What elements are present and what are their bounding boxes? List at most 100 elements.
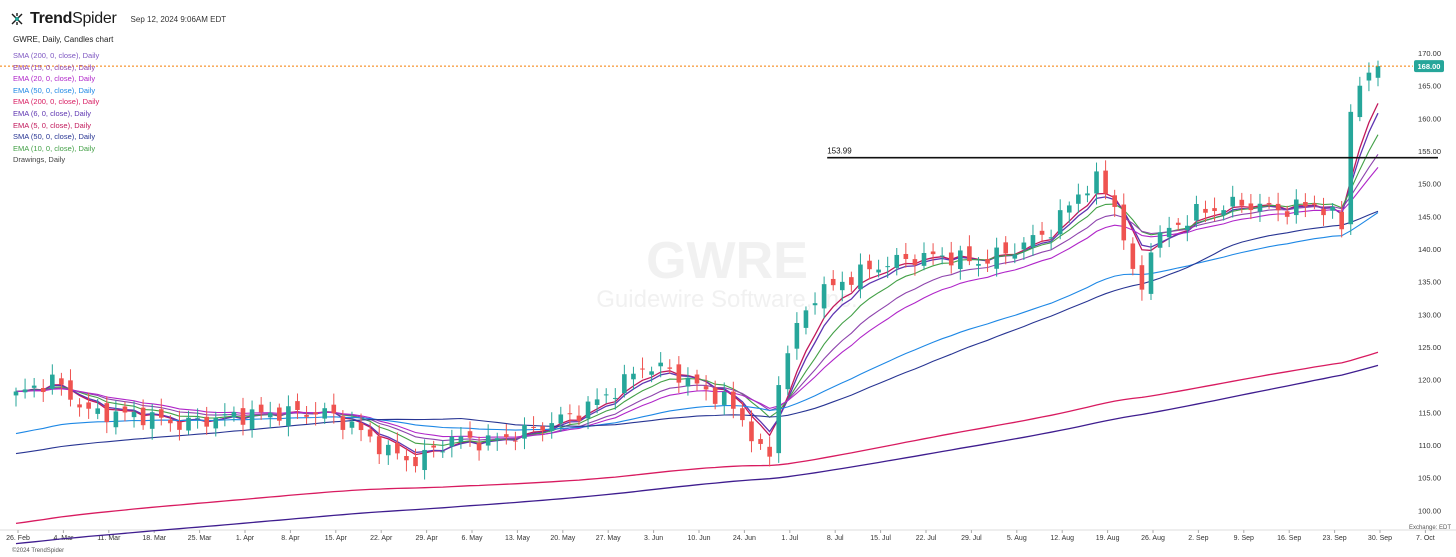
- candle-body: [1375, 66, 1381, 78]
- exchange-label: Exchange: EDT: [1408, 525, 1451, 531]
- candle-body: [1266, 203, 1272, 205]
- candle-body: [885, 266, 890, 268]
- candle-body: [985, 259, 990, 264]
- candle-body: [1348, 111, 1354, 225]
- candle-body: [1121, 204, 1127, 241]
- candle-body: [849, 277, 854, 285]
- candle-body: [740, 408, 745, 421]
- candle-body: [422, 449, 427, 471]
- candle-body: [676, 364, 682, 383]
- candle-body: [349, 421, 355, 428]
- header: TrendSpider Sep 12, 2024 9:06AM EDT: [10, 10, 226, 28]
- candle-body: [1248, 203, 1254, 211]
- candle-body: [476, 442, 482, 451]
- candle-body: [295, 401, 300, 410]
- candle-body: [967, 246, 972, 262]
- chart-title: GWRE, Daily, Candles chart: [13, 35, 114, 44]
- watermark-company: Guidewire Software, Inc.: [596, 286, 857, 313]
- y-tick-label: 105.00: [1418, 474, 1441, 483]
- x-tick-label: 8. Apr: [281, 535, 300, 542]
- candle-body: [1112, 195, 1117, 207]
- x-tick-label: 8. Jul: [827, 535, 844, 542]
- x-tick-label: 15. Apr: [325, 535, 348, 542]
- candle-body: [304, 414, 309, 417]
- legend-item[interactable]: EMA (10, 0, close), Daily: [13, 143, 96, 153]
- candle-body: [1157, 232, 1163, 248]
- brand-name: TrendSpider: [30, 10, 117, 27]
- legend-item[interactable]: EMA (15, 0, close), Daily: [13, 62, 96, 72]
- ma-line: [15, 364, 1379, 545]
- x-tick-label: 1. Jul: [781, 535, 798, 542]
- candle-body: [322, 408, 328, 419]
- candle-body: [948, 252, 954, 266]
- candle-body: [812, 303, 818, 306]
- candle-body: [376, 436, 382, 455]
- y-tick-label: 170.00: [1418, 49, 1441, 58]
- candle-body: [994, 247, 999, 269]
- candle-body: [821, 284, 827, 309]
- candle-body: [1066, 205, 1072, 213]
- candle-body: [603, 394, 609, 396]
- candle-body: [776, 385, 782, 454]
- candle-body: [785, 353, 791, 390]
- legend-item[interactable]: SMA (200, 0, close), Daily: [13, 51, 100, 60]
- candle-body: [1293, 199, 1299, 216]
- candle-body: [858, 264, 863, 290]
- candle-body: [1039, 230, 1045, 235]
- candle-body: [703, 386, 709, 390]
- candle-body: [612, 397, 618, 399]
- candle-body: [921, 252, 927, 266]
- legend-item[interactable]: EMA (6, 0, close), Daily: [13, 108, 91, 118]
- y-tick-label: 150.00: [1418, 180, 1441, 189]
- candle-body: [59, 378, 64, 385]
- candle-body: [667, 367, 673, 369]
- candle-body: [231, 411, 237, 418]
- legend-item[interactable]: SMA (50, 0, close), Daily: [13, 132, 96, 142]
- candle-body: [1139, 265, 1145, 290]
- x-tick-label: 10. Jun: [688, 535, 711, 542]
- candle-body: [721, 391, 727, 405]
- candle-body: [95, 408, 101, 414]
- candle-body: [930, 251, 936, 255]
- candle-body: [22, 389, 28, 393]
- legend-item[interactable]: Drawings, Daily: [13, 155, 66, 165]
- candle-body: [585, 401, 591, 419]
- candles: [13, 60, 1381, 480]
- candle-body: [50, 374, 55, 389]
- candle-body: [876, 269, 881, 273]
- legend-item[interactable]: EMA (200, 0, close), Daily: [13, 97, 100, 107]
- x-tick-label: 19. Aug: [1096, 535, 1120, 542]
- y-tick-label: 130.00: [1418, 310, 1441, 319]
- candle-body: [1257, 203, 1263, 212]
- x-tick-label: 22. Jul: [916, 535, 937, 542]
- trendspider-logo-icon: [11, 13, 23, 25]
- legend-item[interactable]: EMA (20, 0, close), Daily: [13, 74, 96, 84]
- candle-body: [340, 416, 346, 430]
- candle-body: [13, 391, 19, 396]
- candle-body: [976, 263, 981, 266]
- candle-body: [649, 371, 654, 375]
- legend-item[interactable]: EMA (5, 0, close), Daily: [13, 120, 91, 130]
- candle-body: [1339, 211, 1344, 230]
- candle-body: [631, 373, 636, 380]
- last-price-badge: [1414, 60, 1444, 73]
- candle-body: [168, 419, 173, 424]
- candle-body: [449, 436, 455, 447]
- y-tick-label: 125.00: [1418, 343, 1441, 352]
- candle-body: [140, 407, 146, 426]
- candle-body: [195, 417, 200, 419]
- x-tick-label: 9. Sep: [1234, 535, 1254, 542]
- legend-item[interactable]: EMA (50, 0, close), Daily: [13, 85, 96, 95]
- candle-body: [385, 444, 391, 456]
- candle-body: [767, 446, 772, 457]
- candle-body: [186, 417, 191, 431]
- indicator-legend: SMA (200, 0, close), Daily EMA (15, 0, cl…: [13, 50, 99, 166]
- candle-body: [40, 387, 46, 393]
- y-tick-label: 160.00: [1418, 114, 1441, 123]
- y-tick-label: 165.00: [1418, 82, 1441, 91]
- y-tick-label: 145.00: [1418, 212, 1441, 221]
- x-tick-label: 6. May: [461, 535, 483, 542]
- candle-body: [939, 255, 945, 257]
- candle-body: [576, 415, 582, 422]
